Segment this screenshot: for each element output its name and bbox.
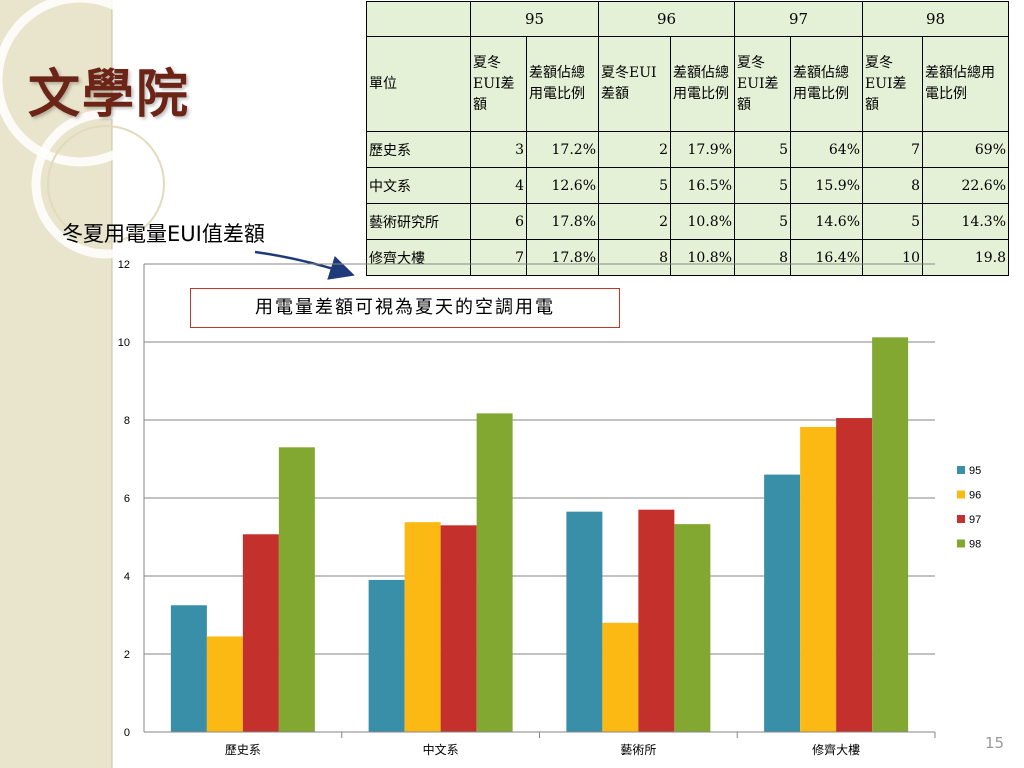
legend-swatch — [957, 490, 965, 499]
y-tick-label: 4 — [124, 571, 130, 583]
table-cell: 14.3% — [922, 203, 1009, 240]
chart-axes: 0 2 4 6 8 10 12 歷史系 中文系 藝術所 修齊大樓 — [118, 259, 936, 757]
bar — [566, 511, 603, 732]
bar — [206, 636, 243, 732]
data-table: 95 96 97 98 單位 夏冬EUI差額 差額佔總用電比例 夏冬EUI差額 … — [366, 1, 1009, 276]
table-cell: 2 — [598, 203, 671, 240]
table-cell: 64% — [790, 131, 863, 168]
table-col-ratio: 差額佔總用電比例 — [790, 36, 863, 132]
table-row: 中文系 4 12.6% 5 16.5% 5 15.9% 8 22.6% — [366, 167, 1009, 204]
bar — [278, 447, 315, 732]
table-cell: 16.4% — [790, 239, 863, 276]
table-cell: 15.9% — [790, 167, 863, 204]
table-cell: 22.6% — [922, 167, 1009, 204]
pointer-arrow — [254, 250, 355, 280]
table-cell: 5 — [734, 167, 791, 204]
bar — [440, 525, 477, 732]
x-tick-label: 中文系 — [423, 742, 459, 757]
chart-subtitle: 冬夏用電量EUI值差額 — [62, 222, 265, 246]
legend-label: 98 — [969, 539, 981, 551]
chart-legend: 95 96 97 98 — [957, 465, 981, 551]
chart-bars — [170, 337, 909, 732]
page-number: 15 — [985, 734, 1005, 752]
table-cell: 17.9% — [670, 131, 735, 168]
table-col-eui: 夏冬EUI差額 — [470, 36, 527, 132]
bar — [476, 413, 513, 732]
decorative-circles — [0, 0, 181, 768]
bar — [800, 427, 837, 732]
y-tick-label: 6 — [124, 493, 130, 505]
table-col-ratio: 差額佔總用電比例 — [922, 36, 1009, 132]
table-cell: 6 — [470, 203, 527, 240]
bar — [170, 605, 207, 732]
table-cell-unit: 歷史系 — [366, 131, 471, 168]
legend-swatch — [957, 466, 965, 474]
bar — [404, 522, 441, 732]
table-corner — [366, 1, 471, 37]
legend-swatch — [957, 515, 965, 523]
legend-swatch — [957, 539, 965, 548]
table-cell: 69% — [922, 131, 1009, 168]
table-cell: 10.8% — [670, 203, 735, 240]
bar — [368, 579, 405, 732]
table-row: 修齊大樓 7 17.8% 8 10.8% 8 16.4% 10 19.8 — [366, 239, 1009, 276]
table-unit-header: 單位 — [366, 36, 471, 132]
table-cell: 4 — [470, 167, 527, 204]
table-cell-unit: 中文系 — [366, 167, 471, 204]
bar — [836, 418, 873, 732]
y-tick-label: 0 — [124, 727, 130, 739]
slide-title: 文學院 — [28, 64, 191, 125]
y-tick-label: 10 — [118, 337, 130, 349]
table-year-header: 96 — [598, 1, 735, 37]
table-cell: 10.8% — [670, 239, 735, 276]
table-header-row: 單位 夏冬EUI差額 差額佔總用電比例 夏冬EUI差額 差額佔總用電比例 夏冬E… — [366, 36, 1009, 132]
table-col-ratio: 差額佔總用電比例 — [670, 36, 735, 132]
table-cell: 10 — [862, 239, 923, 276]
bar — [242, 534, 279, 732]
legend-label: 96 — [969, 490, 981, 502]
x-tick-label: 修齊大樓 — [812, 742, 860, 757]
table-cell: 7 — [862, 131, 923, 168]
bar — [674, 524, 711, 732]
table-cell: 7 — [470, 239, 527, 276]
table-cell: 17.2% — [526, 131, 599, 168]
bar — [764, 474, 801, 732]
bar — [872, 337, 909, 732]
y-tick-label: 2 — [124, 649, 130, 661]
table-cell: 17.8% — [526, 239, 599, 276]
table-year-row: 95 96 97 98 — [366, 1, 1009, 37]
table-cell: 12.6% — [526, 167, 599, 204]
table-cell: 8 — [598, 239, 671, 276]
table-cell: 19.8 — [922, 239, 1009, 276]
bar — [602, 622, 639, 732]
y-tick-label: 8 — [124, 415, 130, 427]
legend-label: 95 — [969, 465, 981, 477]
table-cell-unit: 修齊大樓 — [366, 239, 471, 276]
bar — [638, 509, 675, 732]
x-tick-label: 歷史系 — [225, 743, 261, 757]
table-col-ratio: 差額佔總用電比例 — [526, 36, 599, 132]
y-tick-label: 12 — [118, 259, 130, 271]
x-tick-label: 藝術所 — [620, 743, 656, 757]
legend-label: 97 — [969, 514, 981, 526]
callout-box: 用電量差額可視為夏天的空調用電 — [190, 288, 620, 328]
table-row: 歷史系 3 17.2% 2 17.9% 5 64% 7 69% — [366, 131, 1009, 168]
table-cell: 8 — [734, 239, 791, 276]
